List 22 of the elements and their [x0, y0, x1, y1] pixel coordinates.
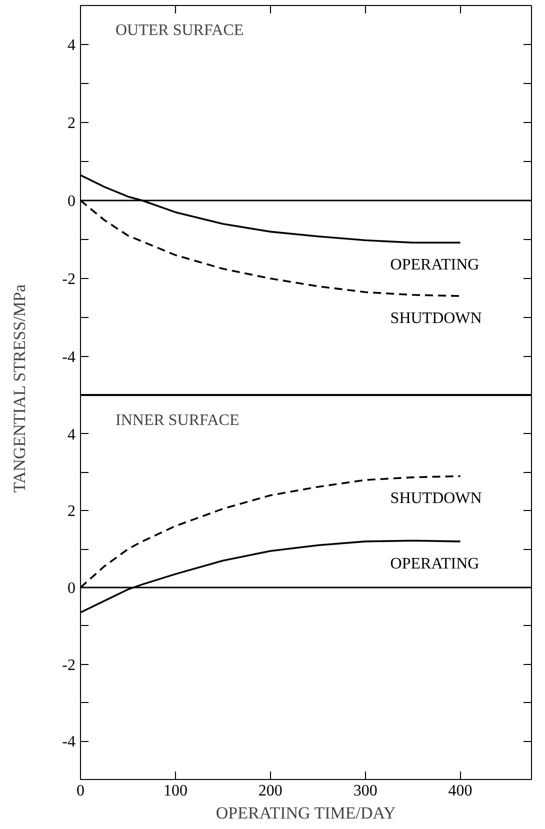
- y-tick-label: 0: [68, 193, 76, 210]
- series-label: OPERATING: [390, 256, 480, 274]
- series-label: SHUTDOWN: [390, 490, 482, 508]
- y-tick-label: -2: [62, 656, 76, 674]
- y-tick-label: 4: [68, 426, 76, 444]
- annotation: INNER SURFACE: [116, 412, 240, 429]
- x-tick-label: 300: [353, 782, 378, 800]
- y-axis-title: TANGENTIAL STRESS/MPa: [10, 284, 29, 493]
- x-tick-label: 100: [163, 782, 188, 800]
- y-tick-label: -4: [62, 349, 76, 366]
- y-tick-label: -4: [62, 734, 76, 751]
- y-tick-label: 2: [68, 503, 76, 520]
- y-tick-label: -2: [62, 271, 76, 288]
- x-tick-label: 400: [448, 782, 472, 800]
- annotation: OUTER SURFACE: [116, 22, 244, 39]
- x-tick-label: 200: [258, 782, 282, 800]
- y-tick-label: 2: [68, 115, 76, 132]
- y-tick-label: 0: [68, 580, 76, 597]
- series-label: OPERATING: [390, 555, 480, 572]
- x-axis-title: OPERATING TIME/DAY: [216, 804, 396, 822]
- series-label: SHUTDOWN: [390, 310, 482, 328]
- y-tick-label: 4: [68, 37, 76, 54]
